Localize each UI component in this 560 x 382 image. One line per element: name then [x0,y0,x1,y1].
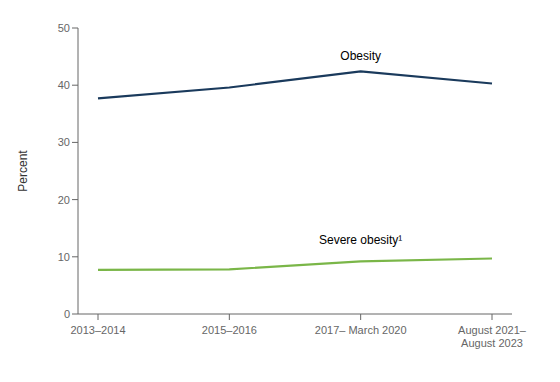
svg-text:2015–2016: 2015–2016 [202,324,257,336]
svg-text:20: 20 [58,194,70,206]
svg-text:Percent: Percent [16,150,30,192]
svg-text:50: 50 [58,22,70,34]
svg-text:Severe obesity¹: Severe obesity¹ [319,233,402,247]
svg-text:2017– March 2020: 2017– March 2020 [315,324,407,336]
svg-text:2013–2014: 2013–2014 [70,324,125,336]
svg-text:30: 30 [58,136,70,148]
svg-text:Obesity: Obesity [340,49,381,63]
svg-text:0: 0 [64,308,70,320]
svg-text:40: 40 [58,79,70,91]
svg-text:August 2021–August 2023: August 2021–August 2023 [458,324,527,349]
svg-text:10: 10 [58,251,70,263]
